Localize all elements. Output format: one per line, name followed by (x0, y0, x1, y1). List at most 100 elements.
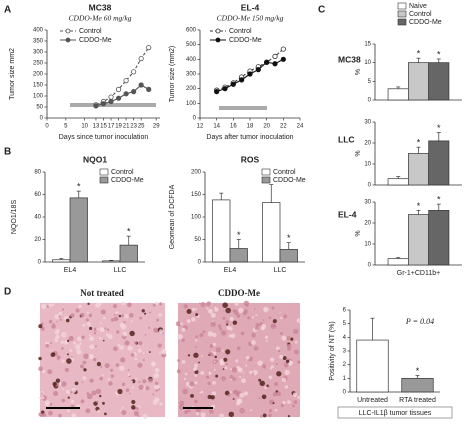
cell (158, 313, 163, 317)
cell (77, 336, 82, 342)
cell (185, 409, 189, 413)
cell (101, 374, 104, 377)
cell (191, 317, 196, 322)
cell (286, 344, 292, 349)
cell (199, 302, 201, 305)
legend-label: CDDO-Me (111, 177, 144, 184)
cell (200, 301, 206, 308)
y-tick-label: 20 (364, 221, 371, 227)
cell (94, 345, 97, 348)
cell (48, 410, 53, 416)
bar (262, 202, 281, 263)
significance: * (417, 138, 421, 148)
cell (156, 318, 160, 322)
legend-label: CDDO-Me (273, 177, 306, 184)
cell (137, 414, 140, 418)
cell (253, 346, 259, 351)
y-tick-label: 150 (191, 192, 202, 198)
cell (52, 381, 57, 387)
y-axis-label: Tumor size (mm2) (169, 46, 176, 103)
cell (120, 323, 127, 330)
cell (210, 312, 216, 318)
cell (279, 354, 284, 359)
cell (82, 323, 86, 327)
chart-title: MC38 (338, 54, 361, 64)
cell (131, 386, 135, 389)
cell (110, 368, 114, 372)
bar (387, 258, 409, 266)
cell (137, 362, 143, 368)
cell (293, 349, 299, 355)
cell (238, 307, 244, 314)
cell (264, 335, 269, 339)
cell (207, 381, 211, 385)
cell (82, 360, 87, 365)
cell (83, 368, 87, 372)
cell (262, 319, 265, 322)
cell (294, 340, 298, 344)
cell (124, 313, 129, 319)
y-tick-label: 400 (186, 57, 197, 63)
cell (124, 340, 130, 346)
cell (89, 336, 95, 342)
x-tick-label: 0 (45, 124, 49, 130)
bar (356, 339, 389, 393)
cell (297, 395, 301, 400)
cell (95, 388, 102, 395)
cell (69, 349, 73, 353)
cell (284, 369, 290, 375)
cell (206, 375, 210, 379)
bar (428, 140, 450, 186)
cell (188, 409, 191, 413)
bar (229, 248, 248, 263)
cell (80, 364, 84, 369)
cell (70, 399, 75, 404)
cell (268, 316, 272, 319)
cell (177, 333, 183, 340)
cell (104, 412, 107, 416)
cell (86, 321, 91, 327)
cell (123, 321, 126, 324)
cell (259, 380, 266, 387)
legend-swatch (397, 18, 407, 26)
legend-label: Control (111, 169, 134, 176)
y-tick-label: 50 (194, 237, 201, 243)
y-tick-label: 6 (343, 308, 347, 314)
y-tick-label: 60 (34, 192, 41, 198)
cell (251, 332, 256, 338)
cell (214, 306, 217, 309)
cell (179, 322, 183, 326)
cell (221, 376, 226, 381)
cell (213, 368, 216, 371)
cell (187, 354, 191, 357)
legend-label: CDDO-Me (409, 19, 442, 26)
treatment-bar (219, 106, 267, 110)
cell (129, 330, 135, 337)
cell (293, 394, 297, 398)
cell (219, 358, 224, 363)
series-line (216, 48, 284, 91)
cell (137, 348, 142, 353)
significance: * (437, 49, 441, 59)
cell (193, 367, 198, 372)
cell (292, 328, 299, 335)
legend-swatch (261, 176, 271, 184)
cell (85, 318, 89, 322)
y-axis-label: Tumor size mm2 (9, 48, 16, 100)
x-tick-label: 29 (153, 124, 160, 130)
cell (210, 321, 216, 327)
cell (279, 311, 281, 314)
cell (61, 381, 67, 387)
cell (126, 302, 132, 308)
cell (261, 394, 267, 400)
cell (64, 367, 70, 372)
cell (93, 401, 98, 406)
cell (178, 404, 185, 410)
cell (293, 400, 298, 404)
cell (41, 392, 43, 395)
cell (234, 302, 239, 306)
cell (121, 382, 126, 386)
cell (50, 342, 53, 345)
cell (89, 326, 93, 331)
